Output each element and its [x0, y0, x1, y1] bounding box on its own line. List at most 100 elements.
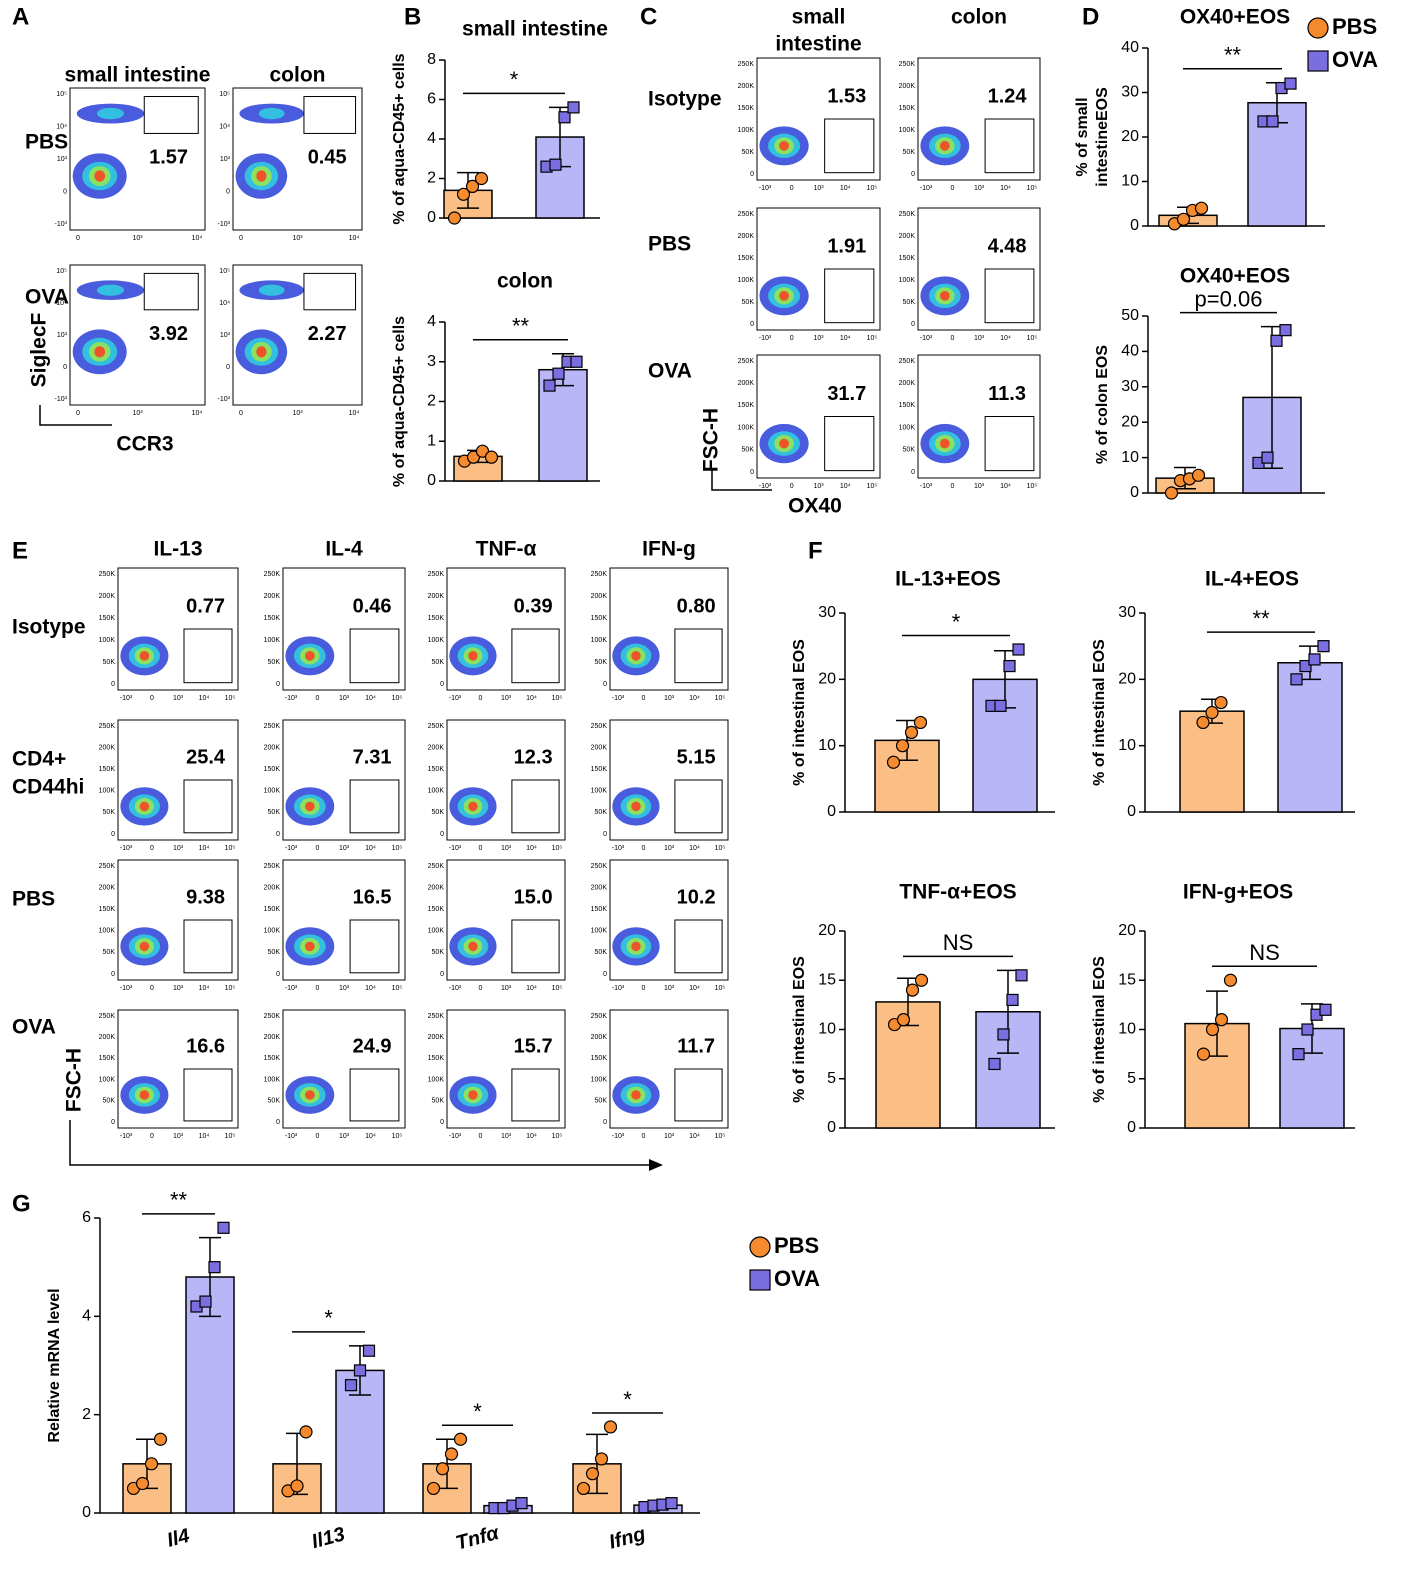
y-axis-label: % of intestinal EOS — [1091, 639, 1108, 786]
panel-letter: G — [12, 1190, 31, 1217]
y-axis-label: % of intestinal EOS — [1091, 956, 1108, 1103]
x-tick-label: 0 — [316, 845, 320, 852]
significance-label: ** — [170, 1188, 188, 1213]
y-axis-label: FSC-H — [700, 408, 723, 472]
data-point — [466, 450, 481, 464]
density-blob — [304, 650, 315, 661]
significance-label: ** — [512, 314, 530, 339]
y-tick-label: 0 — [440, 971, 444, 978]
gate — [984, 416, 1035, 472]
data-point — [144, 1457, 159, 1471]
row-label: OVA — [648, 360, 692, 383]
y-tick-label: 100K — [99, 928, 116, 935]
x-tick-label: 10³ — [132, 410, 143, 417]
data-point — [456, 187, 471, 201]
y-tick-label: 250K — [264, 863, 281, 870]
x-tick-label: -10³ — [120, 985, 133, 992]
data-point — [665, 1497, 678, 1510]
y-tick-label: 150K — [899, 255, 916, 262]
y-tick-label: 200K — [264, 593, 281, 600]
data-point — [290, 1479, 304, 1493]
row-label: Isotype — [12, 616, 86, 639]
y-tick-label: 250K — [264, 723, 281, 730]
chart-title: TNF-α+EOS — [899, 881, 1016, 904]
gate-value: 0.46 — [353, 595, 392, 617]
x-tick-label: 10⁴ — [365, 985, 376, 992]
y-axis-label: FSC-H — [63, 1048, 86, 1112]
x-tick-label: 10³ — [173, 695, 184, 702]
data-point — [1223, 973, 1238, 987]
y-tick-label: 100K — [738, 127, 755, 134]
y-tick-label: 150K — [738, 402, 755, 409]
y-tick-label: 0 — [111, 831, 115, 838]
y-tick-label: 2 — [427, 170, 436, 187]
x-tick-label: 10⁵ — [392, 985, 403, 992]
x-tick-label: 10⁴ — [689, 845, 700, 852]
legend-label: OVA — [1332, 47, 1378, 72]
panel-letter: D — [1082, 3, 1099, 30]
x-tick-label: -10³ — [759, 483, 772, 490]
y-tick-label: 250K — [264, 1013, 281, 1020]
y-tick-label: 0 — [440, 831, 444, 838]
x-tick-label: 10⁴ — [199, 845, 210, 852]
x-tick-label: -10³ — [449, 1133, 462, 1140]
density-blob — [304, 801, 315, 812]
gate — [824, 268, 875, 324]
panel-letter: B — [404, 3, 421, 30]
x-tick-label: 0 — [951, 335, 955, 342]
data-point — [1196, 1047, 1211, 1061]
gate-value: 0.77 — [186, 595, 225, 617]
y-tick-label: 150K — [428, 906, 445, 913]
data-point — [1261, 451, 1274, 464]
y-tick-label: 50K — [903, 299, 916, 306]
gate — [674, 1068, 723, 1122]
data-point — [886, 755, 901, 769]
arrow-head — [649, 1159, 663, 1171]
y-tick-label: 200K — [428, 1034, 445, 1041]
x-tick-label: 0 — [76, 235, 80, 242]
x-tick-label: 10⁴ — [192, 410, 203, 417]
bar — [535, 136, 585, 219]
x-tick-label: 10⁵ — [392, 1133, 403, 1140]
data-point — [1317, 640, 1330, 653]
row-label: CD44hi — [12, 776, 84, 799]
y-tick-label: 100K — [738, 277, 755, 284]
gate-value: 0.45 — [308, 147, 347, 169]
x-tick-label: 10³ — [292, 410, 303, 417]
y-tick-label: 15 — [1118, 971, 1136, 988]
density-blob — [631, 650, 641, 661]
gate-value: 4.48 — [988, 235, 1027, 257]
x-tick-label: 10⁵ — [1027, 335, 1038, 342]
gate — [511, 779, 560, 834]
y-axis-label: % of small — [1074, 97, 1091, 176]
x-tick-label: 10³ — [173, 845, 184, 852]
y-tick-label: 150K — [99, 615, 116, 622]
data-point — [913, 715, 928, 730]
density-blob — [304, 941, 315, 952]
data-point — [199, 1295, 212, 1308]
y-tick-label: 0 — [276, 1119, 280, 1126]
data-point — [1319, 1003, 1332, 1016]
data-point — [552, 367, 565, 380]
x-tick-label: 10⁵ — [1027, 185, 1038, 192]
density-blob — [631, 801, 641, 812]
x-tick-label: -10³ — [285, 695, 298, 702]
data-point — [1214, 695, 1228, 710]
density-blob — [939, 438, 950, 449]
x-tick-label: 0 — [642, 845, 646, 852]
y-tick-label: -10³ — [55, 221, 68, 228]
x-tick-label: 10⁵ — [225, 985, 236, 992]
y-tick-label: 0 — [911, 321, 915, 328]
data-point — [896, 1013, 911, 1027]
gate — [143, 96, 199, 134]
y-tick-label: 10³ — [220, 156, 231, 163]
data-point — [1205, 705, 1219, 720]
y-tick-label: 10⁵ — [219, 91, 230, 98]
data-point — [353, 1364, 367, 1377]
x-tick-label: 10³ — [664, 845, 675, 852]
gate — [183, 779, 233, 834]
y-tick-label: 0 — [603, 1119, 607, 1126]
y-tick-label: 250K — [428, 571, 445, 578]
x-tick-label: -10³ — [120, 845, 133, 852]
x-tick-label: 10⁴ — [689, 695, 700, 702]
